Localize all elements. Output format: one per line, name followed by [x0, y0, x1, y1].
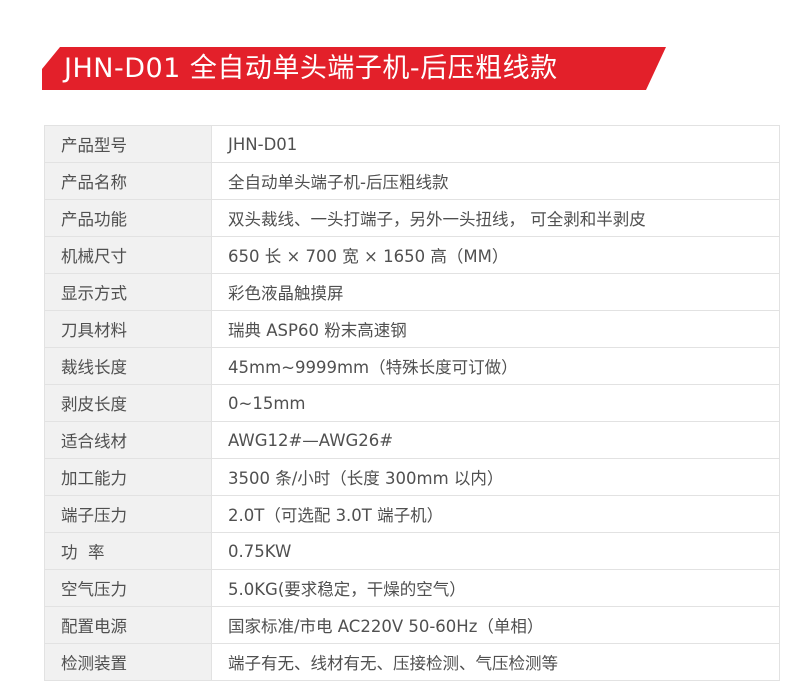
spec-row: 剥皮长度 0~15mm [44, 384, 780, 422]
spec-label: 端子压力 [44, 495, 212, 533]
spec-label: 剥皮长度 [44, 384, 212, 422]
spec-label: 适合线材 [44, 421, 212, 459]
spec-label: 功 率 [44, 532, 212, 570]
spec-value: 45mm~9999mm（特殊长度可订做） [211, 347, 780, 385]
spec-label: 加工能力 [44, 458, 212, 496]
spec-value: 瑞典 ASP60 粉末高速钢 [211, 310, 780, 348]
spec-row: 显示方式 彩色液晶触摸屏 [44, 273, 780, 311]
spec-value: 0.75KW [211, 532, 780, 570]
spec-row: 空气压力 5.0KG(要求稳定，干燥的空气） [44, 569, 780, 607]
spec-row: 端子压力 2.0T（可选配 3.0T 端子机） [44, 495, 780, 533]
spec-row: 功 率 0.75KW [44, 532, 780, 570]
spec-value: 端子有无、线材有无、压接检测、气压检测等 [211, 643, 780, 681]
spec-label: 裁线长度 [44, 347, 212, 385]
spec-label: 刀具材料 [44, 310, 212, 348]
spec-label: 配置电源 [44, 606, 212, 644]
spec-value: AWG12#—AWG26# [211, 421, 780, 459]
spec-value: 2.0T（可选配 3.0T 端子机） [211, 495, 780, 533]
spec-row: 适合线材 AWG12#—AWG26# [44, 421, 780, 459]
spec-value: 650 长 × 700 宽 × 1650 高（MM） [211, 236, 780, 274]
spec-row: 加工能力 3500 条/小时（长度 300mm 以内） [44, 458, 780, 496]
spec-label: 空气压力 [44, 569, 212, 607]
spec-value: JHN-D01 [211, 125, 780, 163]
spec-value: 3500 条/小时（长度 300mm 以内） [211, 458, 780, 496]
spec-row: 产品功能 双头裁线、一头打端子，另外一头扭线， 可全剥和半剥皮 [44, 199, 780, 237]
spec-label: 显示方式 [44, 273, 212, 311]
spec-label: 产品功能 [44, 199, 212, 237]
spec-label: 产品型号 [44, 125, 212, 163]
spec-row: 产品型号 JHN-D01 [44, 125, 780, 163]
title-banner: JHN-D01 全自动单头端子机-后压粗线款 [42, 47, 666, 90]
spec-row: 刀具材料 瑞典 ASP60 粉末高速钢 [44, 310, 780, 348]
spec-label: 产品名称 [44, 162, 212, 200]
spec-label: 检测装置 [44, 643, 212, 681]
spec-value: 彩色液晶触摸屏 [211, 273, 780, 311]
spec-value: 双头裁线、一头打端子，另外一头扭线， 可全剥和半剥皮 [211, 199, 780, 237]
spec-row: 产品名称 全自动单头端子机-后压粗线款 [44, 162, 780, 200]
spec-row: 裁线长度 45mm~9999mm（特殊长度可订做） [44, 347, 780, 385]
spec-value: 国家标准/市电 AC220V 50-60Hz（单相） [211, 606, 780, 644]
spec-label: 机械尺寸 [44, 236, 212, 274]
spec-table: 产品型号 JHN-D01 产品名称 全自动单头端子机-后压粗线款 产品功能 双头裁线、一头… [44, 125, 780, 681]
spec-row: 检测装置 端子有无、线材有无、压接检测、气压检测等 [44, 643, 780, 681]
spec-value: 全自动单头端子机-后压粗线款 [211, 162, 780, 200]
spec-value: 5.0KG(要求稳定，干燥的空气） [211, 569, 780, 607]
page-title: JHN-D01 全自动单头端子机-后压粗线款 [64, 53, 558, 84]
spec-value: 0~15mm [211, 384, 780, 422]
spec-row: 机械尺寸 650 长 × 700 宽 × 1650 高（MM） [44, 236, 780, 274]
spec-row: 配置电源 国家标准/市电 AC220V 50-60Hz（单相） [44, 606, 780, 644]
